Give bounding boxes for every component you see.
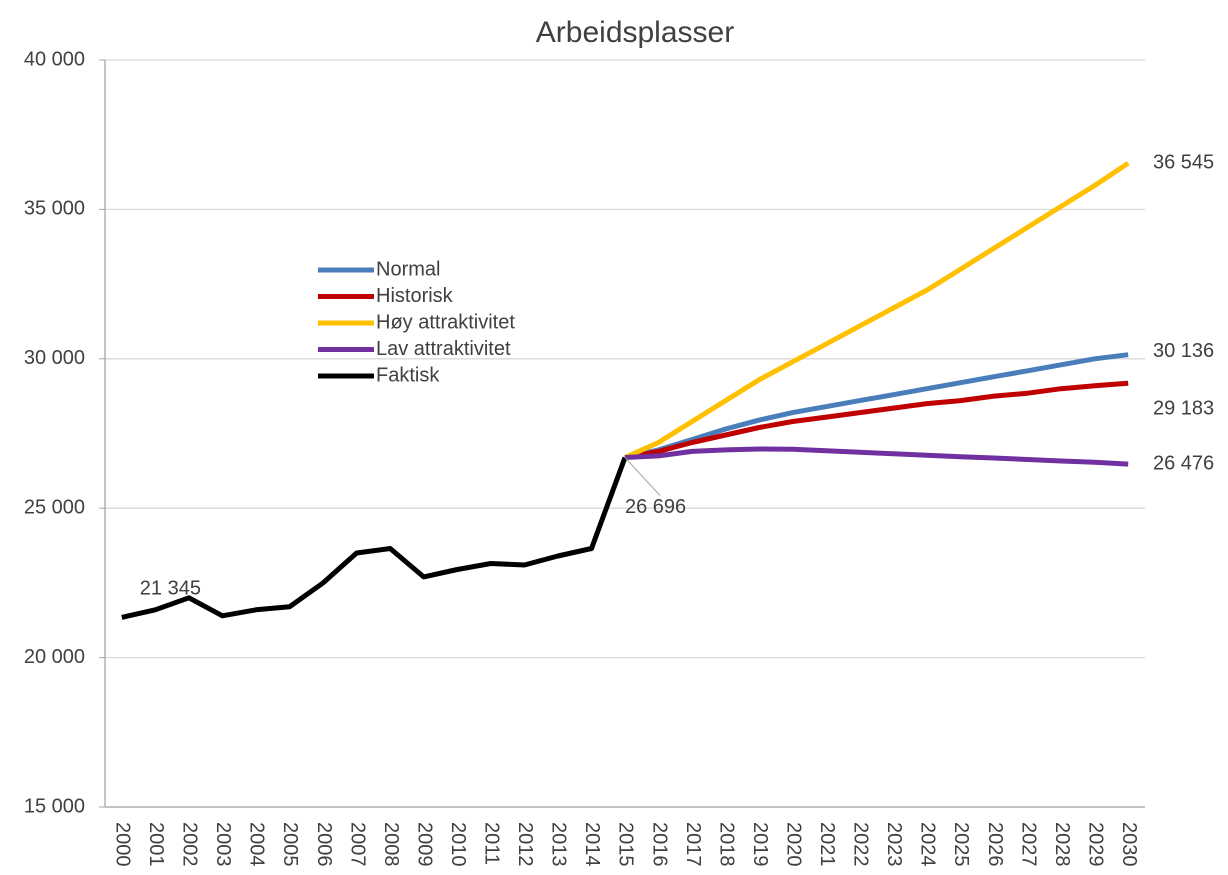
legend-label: Normal [376, 258, 440, 280]
data-label: 21 345 [140, 578, 201, 600]
x-tick-label: 2000 [111, 822, 133, 867]
x-tick-label: 2019 [749, 822, 771, 867]
data-label: 36 545 [1153, 152, 1214, 174]
x-tick-label: 2007 [346, 822, 368, 867]
x-tick-label: 2027 [1017, 822, 1039, 867]
x-tick-label: 2022 [850, 822, 872, 867]
x-tick-label: 2010 [447, 822, 469, 867]
y-tick-label: 30 000 [24, 347, 85, 369]
legend-label: Lav attraktivitet [376, 338, 511, 360]
x-tick-label: 2014 [581, 822, 603, 867]
x-tick-label: 2015 [615, 822, 637, 867]
x-tick-label: 2012 [514, 822, 536, 867]
x-tick-label: 2028 [1051, 822, 1073, 867]
y-tick-label: 25 000 [24, 496, 85, 518]
x-tick-label: 2013 [548, 822, 570, 867]
x-tick-label: 2016 [648, 822, 670, 867]
x-tick-label: 2021 [816, 822, 838, 867]
series-line [623, 161, 1130, 460]
chart-title: Arbeidsplasser [536, 16, 734, 49]
series-line [624, 352, 1129, 460]
y-tick-label: 40 000 [24, 48, 85, 70]
legend-label: Historisk [376, 285, 454, 307]
y-tick-label: 15 000 [24, 795, 85, 817]
x-tick-label: 2005 [279, 822, 301, 867]
x-tick-label: 2004 [246, 822, 268, 867]
legend-label: Høy attraktivitet [376, 311, 515, 333]
x-tick-label: 2002 [179, 822, 201, 867]
y-tick-label: 20 000 [24, 646, 85, 668]
x-tick-label: 2030 [1118, 822, 1140, 867]
legend-label: Faktisk [376, 364, 440, 386]
series-line [624, 446, 1129, 467]
x-tick-label: 2024 [917, 822, 939, 867]
series-line [121, 456, 628, 620]
data-label: 29 183 [1153, 397, 1214, 419]
y-tick-label: 35 000 [24, 198, 85, 220]
x-tick-label: 2025 [950, 822, 972, 867]
series-line [624, 380, 1129, 460]
x-tick-label: 2026 [984, 822, 1006, 866]
data-label: 26 476 [1153, 452, 1214, 474]
data-label: 30 136 [1153, 340, 1214, 362]
x-tick-label: 2009 [413, 822, 435, 867]
x-tick-label: 2020 [782, 822, 804, 867]
data-label: 26 696 [625, 496, 686, 518]
leader-line [624, 457, 661, 496]
x-tick-label: 2008 [380, 822, 402, 867]
x-tick-label: 2029 [1084, 822, 1106, 867]
x-tick-label: 2023 [883, 822, 905, 867]
x-tick-label: 2017 [682, 822, 704, 867]
x-tick-label: 2011 [481, 822, 503, 865]
x-tick-label: 2018 [715, 822, 737, 867]
x-tick-label: 2001 [145, 822, 167, 867]
x-tick-label: 2003 [212, 822, 234, 867]
x-tick-label: 2006 [313, 822, 335, 867]
